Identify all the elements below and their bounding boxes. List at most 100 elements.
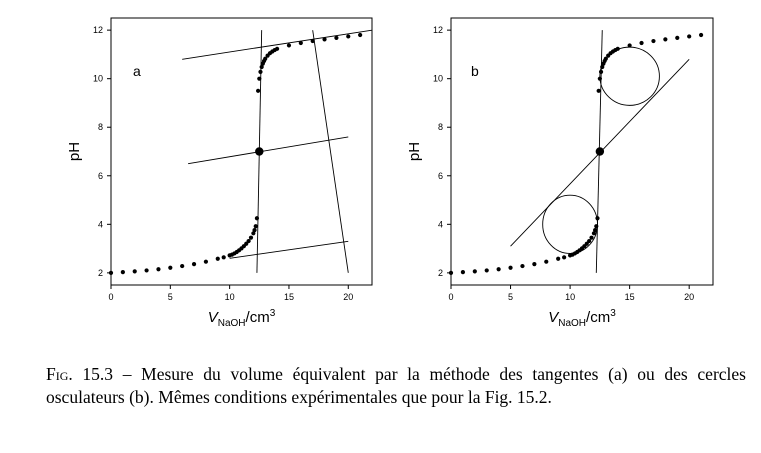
plot-frame: [450, 17, 714, 286]
data-point: [203, 259, 209, 264]
panel-a: 0 5 10 15 20 2 4 6 8 10 12 VNaOH/cm3 pH a: [66, 17, 373, 329]
data-point: [496, 267, 501, 272]
data-point: [254, 216, 260, 221]
equivalence-point: [595, 147, 605, 156]
data-point: [346, 34, 351, 39]
data-point: [593, 228, 598, 233]
data-point: [615, 46, 620, 51]
data-point: [639, 40, 644, 46]
plot-frame: [110, 17, 373, 286]
panel-label: b: [471, 63, 479, 79]
tangent-line: [312, 30, 349, 273]
y-tick-label: 2: [98, 268, 103, 278]
tangent-line: [229, 240, 349, 259]
data-point: [595, 216, 600, 221]
data-point: [251, 231, 256, 236]
data-point: [594, 224, 599, 229]
data-point: [562, 255, 567, 260]
y-tick-label: 2: [438, 268, 443, 278]
data-point: [600, 64, 605, 70]
y-tick-label: 12: [433, 25, 443, 35]
data-point: [156, 267, 161, 272]
data-point: [698, 32, 704, 38]
caption-figure-label: Fig. 15.3: [46, 364, 114, 384]
y-tick-label: 8: [438, 122, 443, 132]
data-point: [144, 268, 149, 273]
y-tick-label: 6: [98, 171, 103, 181]
x-tick-label: 0: [448, 292, 453, 302]
data-point: [556, 256, 561, 261]
figure: 0 5 10 15 20 2 4 6 8 10 12 VNaOH/cm3 pH a 0 5 10 15 20 2 4 6…: [66, 17, 714, 329]
data-point: [263, 56, 268, 61]
tangent-line: [188, 136, 349, 165]
x-tick-label: 15: [284, 292, 294, 302]
y-tick-label: 10: [433, 74, 443, 84]
panel-b: 0 5 10 15 20 2 4 6 8 10 12 VNaOH/cm3 pH b: [406, 17, 714, 329]
x-tick-label: 0: [108, 292, 113, 302]
data-point: [484, 268, 489, 273]
data-point: [675, 35, 680, 41]
data-point: [591, 231, 597, 236]
data-point: [520, 263, 525, 269]
x-tick-label: 20: [684, 292, 694, 302]
equivalence-point: [255, 147, 264, 156]
x-tick-label: 20: [343, 292, 353, 302]
data-point: [253, 224, 258, 229]
data-point: [508, 265, 513, 270]
data-point: [603, 56, 608, 61]
y-tick-label: 8: [98, 122, 103, 132]
data-point: [532, 262, 537, 267]
data-point: [472, 269, 477, 274]
data-point: [334, 35, 339, 41]
data-point: [246, 238, 251, 244]
data-point: [298, 40, 303, 46]
data-point: [358, 32, 363, 38]
data-point: [310, 38, 315, 44]
data-point: [597, 76, 602, 81]
x-tick-label: 10: [225, 292, 235, 302]
y-tick-label: 10: [93, 74, 103, 84]
data-point: [252, 228, 257, 233]
x-tick-label: 5: [168, 292, 173, 302]
panel-label: a: [133, 63, 141, 79]
y-axis-label: pH: [406, 142, 423, 161]
data-point: [259, 64, 264, 70]
data-point: [596, 88, 601, 93]
caption-text: – Mesure du volume équivalent par la mét…: [46, 364, 746, 407]
data-point: [191, 262, 197, 267]
data-point: [286, 43, 292, 48]
data-point: [168, 265, 173, 270]
data-point: [132, 269, 137, 274]
data-point: [274, 46, 280, 51]
data-point: [589, 235, 594, 240]
data-point: [322, 37, 327, 42]
data-point: [460, 270, 466, 275]
data-point: [108, 270, 114, 275]
data-point: [180, 263, 185, 269]
data-point: [257, 76, 262, 81]
y-tick-label: 4: [98, 219, 103, 229]
x-tick-label: 5: [508, 292, 513, 302]
y-axis-label: pH: [66, 142, 83, 161]
data-point: [587, 238, 592, 244]
data-point: [258, 69, 263, 74]
data-point: [598, 69, 604, 74]
data-point: [248, 235, 254, 240]
data-point: [687, 34, 692, 39]
y-tick-label: 12: [93, 25, 103, 35]
data-point: [544, 259, 549, 264]
x-axis-label: VNaOH/cm3: [548, 308, 616, 329]
x-axis-label: VNaOH/cm3: [208, 308, 276, 329]
data-point: [256, 88, 261, 93]
data-point: [663, 37, 668, 42]
y-tick-label: 4: [438, 219, 443, 229]
figure-caption: Fig. 15.3 – Mesure du volume équivalent …: [46, 363, 746, 409]
tangent-line: [182, 29, 373, 60]
data-point: [221, 255, 226, 260]
x-tick-label: 15: [625, 292, 635, 302]
data-point: [215, 256, 220, 261]
x-tick-label: 10: [565, 292, 575, 302]
data-point: [448, 270, 454, 275]
y-tick-label: 6: [438, 171, 443, 181]
data-point: [627, 43, 632, 48]
